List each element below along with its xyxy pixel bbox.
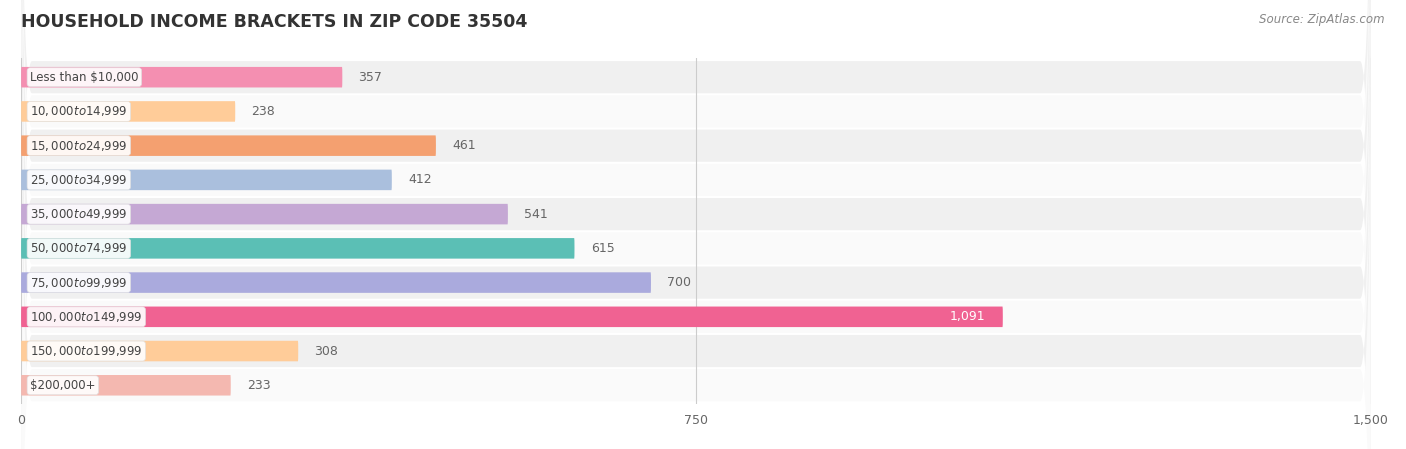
Text: $100,000 to $149,999: $100,000 to $149,999 [30,310,142,324]
Text: 700: 700 [668,276,692,289]
Text: 412: 412 [408,173,432,186]
Text: 238: 238 [252,105,276,118]
Text: $35,000 to $49,999: $35,000 to $49,999 [30,207,128,221]
Text: $25,000 to $34,999: $25,000 to $34,999 [30,173,128,187]
Text: 308: 308 [315,344,339,357]
FancyBboxPatch shape [21,0,1371,449]
Text: 461: 461 [453,139,475,152]
Text: 541: 541 [524,207,548,220]
FancyBboxPatch shape [21,0,1371,449]
FancyBboxPatch shape [21,0,1371,449]
FancyBboxPatch shape [21,341,298,361]
Text: $50,000 to $74,999: $50,000 to $74,999 [30,242,128,255]
Text: $150,000 to $199,999: $150,000 to $199,999 [30,344,142,358]
Text: Source: ZipAtlas.com: Source: ZipAtlas.com [1260,13,1385,26]
FancyBboxPatch shape [21,0,1371,449]
FancyBboxPatch shape [21,0,1371,449]
Text: 615: 615 [591,242,614,255]
FancyBboxPatch shape [21,136,436,156]
FancyBboxPatch shape [21,0,1371,449]
Text: $15,000 to $24,999: $15,000 to $24,999 [30,139,128,153]
Text: 1,091: 1,091 [949,310,984,323]
FancyBboxPatch shape [21,170,392,190]
FancyBboxPatch shape [21,204,508,224]
Text: $10,000 to $14,999: $10,000 to $14,999 [30,105,128,119]
FancyBboxPatch shape [21,0,1371,449]
FancyBboxPatch shape [21,67,342,88]
FancyBboxPatch shape [21,0,1371,449]
FancyBboxPatch shape [21,375,231,396]
FancyBboxPatch shape [21,0,1371,449]
Text: Less than $10,000: Less than $10,000 [30,70,139,84]
Text: 233: 233 [247,379,270,392]
FancyBboxPatch shape [21,307,1002,327]
Text: HOUSEHOLD INCOME BRACKETS IN ZIP CODE 35504: HOUSEHOLD INCOME BRACKETS IN ZIP CODE 35… [21,13,527,31]
FancyBboxPatch shape [21,272,651,293]
FancyBboxPatch shape [21,0,1371,449]
Text: 357: 357 [359,70,382,84]
FancyBboxPatch shape [21,238,575,259]
Text: $200,000+: $200,000+ [30,379,96,392]
FancyBboxPatch shape [21,101,235,122]
Text: $75,000 to $99,999: $75,000 to $99,999 [30,276,128,290]
